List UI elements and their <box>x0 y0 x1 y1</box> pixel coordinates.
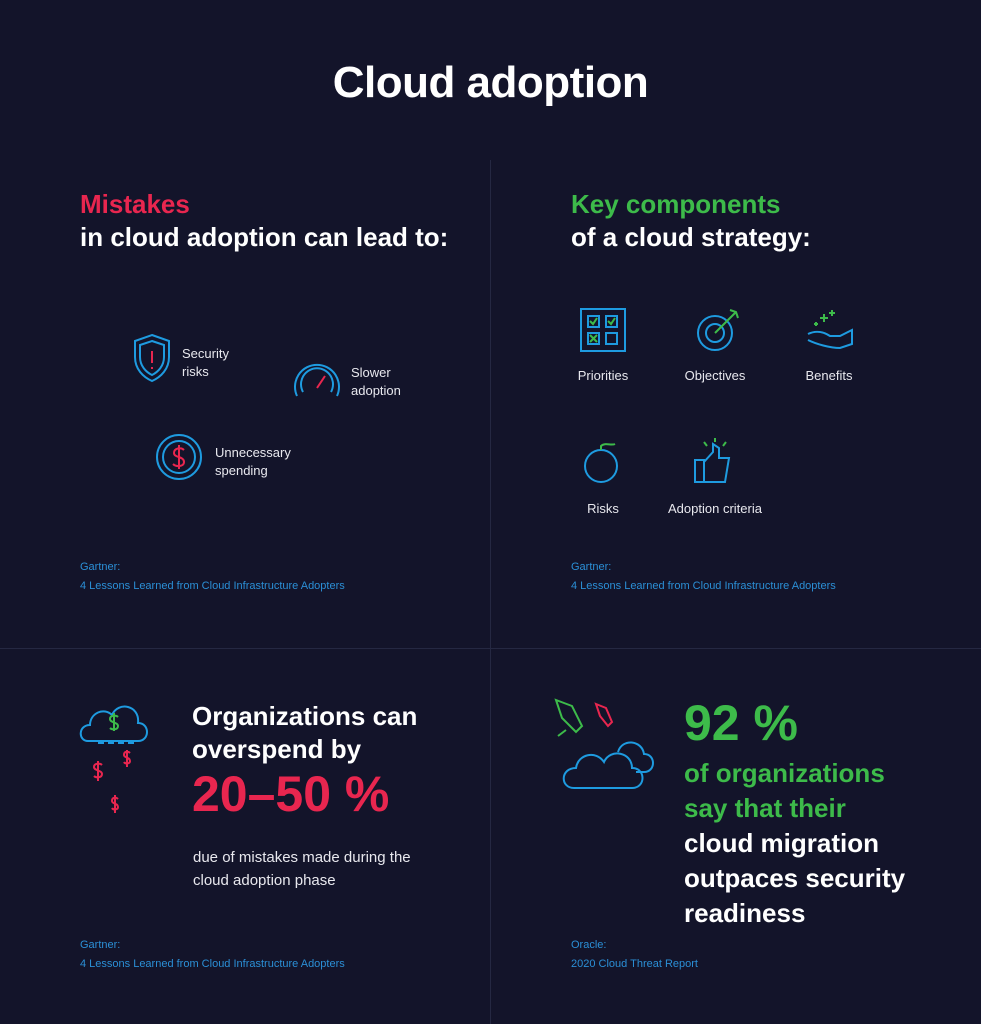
source-title: 4 Lessons Learned from Cloud Infrastruct… <box>80 580 345 592</box>
divider <box>0 648 981 649</box>
statement-rest: cloud migration outpaces security readin… <box>684 828 906 928</box>
heading-rest: of a cloud strategy: <box>571 222 811 252</box>
statement-highlight: of organizations say that their <box>684 758 885 823</box>
coin-icon <box>156 434 202 480</box>
source-org: Gartner: <box>80 939 121 951</box>
page-title: Cloud adoption <box>332 58 649 107</box>
source-title: 2020 Cloud Threat Report <box>571 958 698 970</box>
money-cloud-icon <box>79 705 148 813</box>
rockets-cloud-icon <box>554 698 654 789</box>
bomb-icon <box>584 443 618 483</box>
checklist-icon <box>580 308 626 352</box>
item-label: Security risks <box>182 346 229 379</box>
target-icon <box>697 309 739 351</box>
gauge-icon <box>294 363 340 397</box>
source: Oracle: 2020 Cloud Threat Report <box>571 936 698 974</box>
item-label: Benefits <box>805 368 853 383</box>
item-label: Risks <box>587 501 619 516</box>
figure: 20–50 % <box>192 766 390 822</box>
source-org: Gartner: <box>571 561 612 573</box>
figure: 92 % <box>684 695 798 751</box>
description: due of mistakes made during the cloud ad… <box>193 849 411 889</box>
source: Gartner: 4 Lessons Learned from Cloud In… <box>571 558 836 596</box>
source-org: Gartner: <box>80 561 121 573</box>
lead-text: Organizations can overspend by <box>192 701 418 764</box>
item-label: Adoption criteria <box>668 501 762 516</box>
item-label: Slower adoption <box>351 365 401 398</box>
heading: Mistakes in cloud adoption can lead to: <box>80 188 448 254</box>
hand-icon <box>807 310 853 350</box>
source: Gartner: 4 Lessons Learned from Cloud In… <box>80 558 345 596</box>
thumbs-up-icon <box>694 438 731 483</box>
heading-rest: in cloud adoption can lead to: <box>80 222 449 252</box>
source-title: 4 Lessons Learned from Cloud Infrastruct… <box>80 958 345 970</box>
statement: of organizations say that their cloud mi… <box>684 756 914 931</box>
divider <box>490 160 491 1024</box>
source-org: Oracle: <box>571 939 607 951</box>
source-title: 4 Lessons Learned from Cloud Infrastruct… <box>571 580 836 592</box>
heading-highlight: Key components <box>571 189 781 219</box>
item-label: Objectives <box>684 368 746 383</box>
source: Gartner: 4 Lessons Learned from Cloud In… <box>80 936 345 974</box>
item-label: Priorities <box>577 368 629 383</box>
heading: Key components of a cloud strategy: <box>571 188 811 254</box>
item-label: Unnecessary spending <box>215 445 291 478</box>
heading-highlight: Mistakes <box>80 189 190 219</box>
shield-icon <box>134 333 170 383</box>
